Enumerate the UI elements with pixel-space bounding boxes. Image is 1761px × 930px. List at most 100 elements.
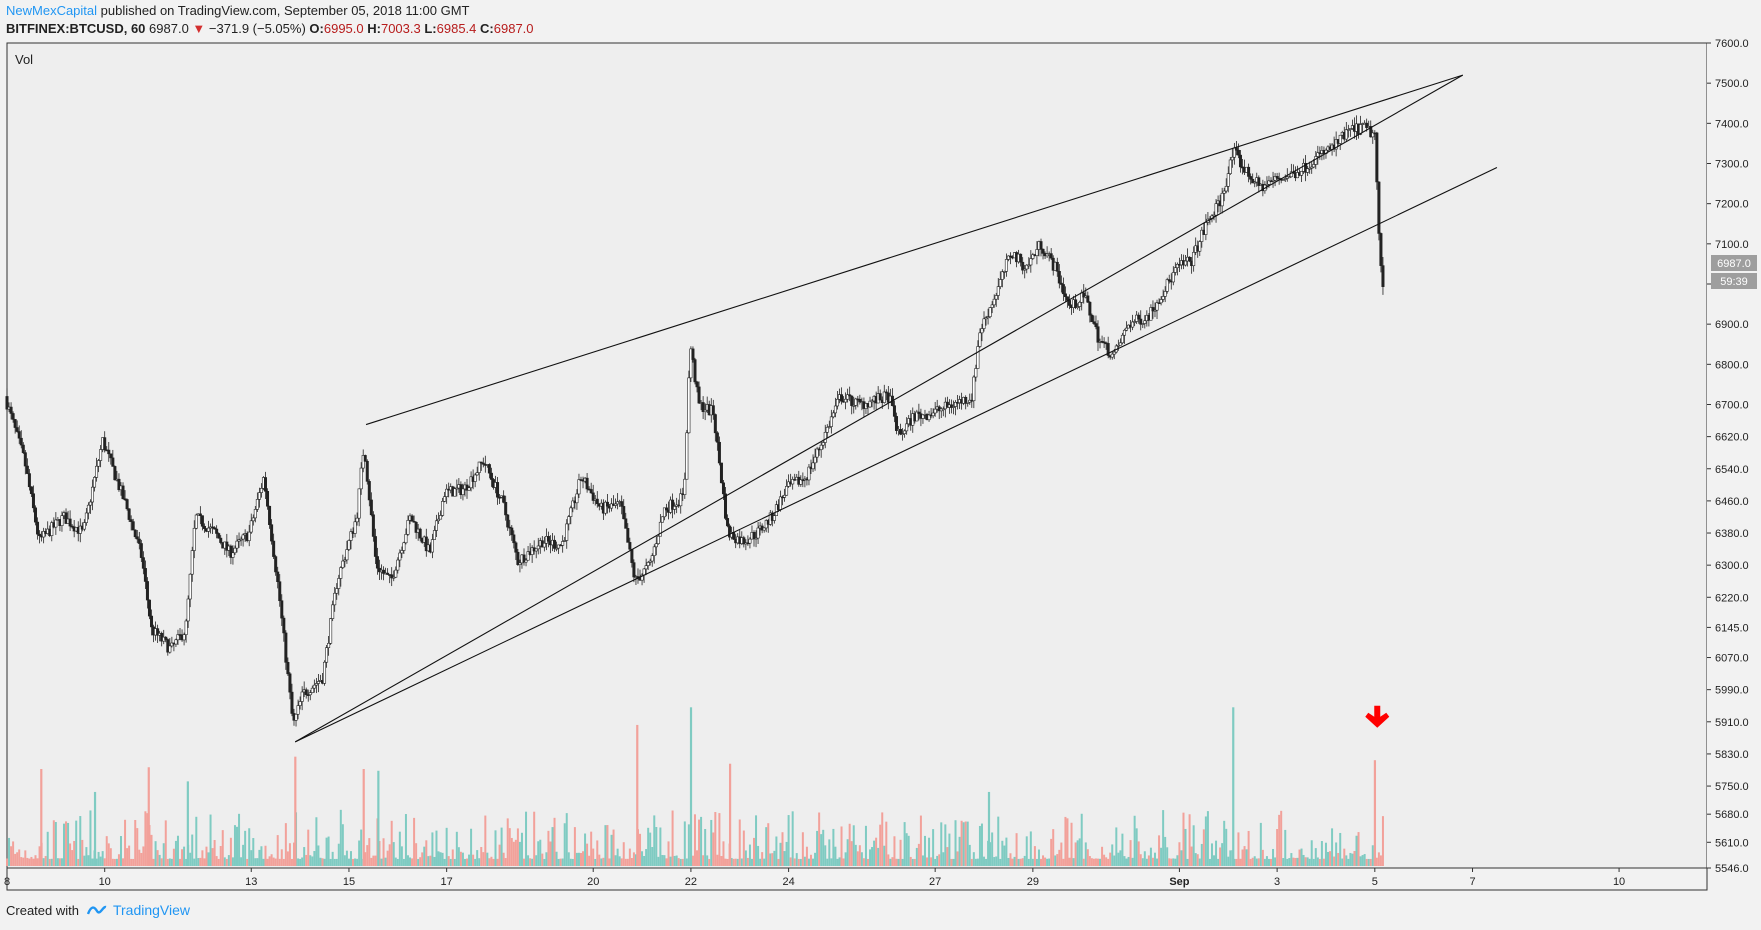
x-tick-label: 10 <box>99 876 111 888</box>
candle-body <box>927 414 931 421</box>
candle-body <box>82 522 86 530</box>
volume-bar <box>1147 855 1150 866</box>
volume-bar <box>866 858 869 866</box>
volume-bar <box>934 858 937 866</box>
candle-body <box>164 636 168 640</box>
candle-body <box>868 400 872 408</box>
volume-bar <box>97 851 100 866</box>
volume-bar <box>1046 858 1049 866</box>
candle-body <box>1346 129 1350 131</box>
candle-body <box>1035 249 1039 256</box>
volume-bar <box>1153 852 1156 866</box>
candle-body <box>1078 302 1082 307</box>
candle-body <box>1249 176 1253 180</box>
volume-bar <box>1225 828 1228 866</box>
volume-bar <box>1062 858 1065 866</box>
candle-body <box>406 520 410 535</box>
volume-bar <box>875 837 878 866</box>
volume-bar <box>588 855 591 866</box>
candle-body <box>231 552 235 558</box>
candle-body <box>1096 326 1100 343</box>
volume-bar <box>950 858 953 866</box>
volume-pane-label: Vol <box>15 52 33 67</box>
candle-body <box>754 537 758 540</box>
candle-body <box>557 544 561 549</box>
volume-bar <box>1288 858 1291 866</box>
volume-bar <box>1109 852 1112 866</box>
candle-body <box>437 518 441 522</box>
price-chart[interactable]: Vol 7600.0 7500.0 7400.0 7300.0 7200.0 7100.0… <box>0 0 1761 900</box>
volume-bar <box>406 855 409 866</box>
candle-body <box>954 402 958 407</box>
volume-bar <box>219 846 222 866</box>
publisher-name[interactable]: NewMexCapital <box>6 3 98 18</box>
volume-bar <box>1033 846 1036 866</box>
volume-bar <box>119 836 122 866</box>
candle-body <box>1165 279 1169 292</box>
candle-body <box>251 517 255 522</box>
volume-bar <box>1123 856 1126 866</box>
candle-body <box>310 687 314 693</box>
candle-body <box>141 557 145 569</box>
volume-bar <box>960 820 963 866</box>
candle-body <box>1271 179 1275 182</box>
x-axis-area[interactable] <box>6 867 1708 891</box>
candle-body <box>1314 156 1318 165</box>
volume-bar <box>1359 856 1362 866</box>
candle-body <box>489 472 493 480</box>
y-axis-area[interactable] <box>1707 43 1761 868</box>
candle-body <box>284 632 288 663</box>
countdown-text: 59:39 <box>1720 276 1748 288</box>
candle-body <box>233 547 237 554</box>
volume-bar <box>681 858 684 866</box>
volume-bar <box>974 858 977 866</box>
volume-bar <box>435 830 438 866</box>
volume-bar <box>404 814 407 866</box>
volume-bar <box>616 848 619 866</box>
volume-bar <box>229 837 232 866</box>
candle-body <box>679 493 683 507</box>
volume-bar <box>1090 858 1093 866</box>
candle-body <box>36 521 40 535</box>
candle-body <box>774 504 778 516</box>
candle-body <box>1094 323 1098 328</box>
candle-body <box>992 298 996 306</box>
down-arrow-icon <box>1365 705 1390 728</box>
candle-body <box>1287 176 1291 179</box>
volume-bar <box>413 817 416 866</box>
candle-body <box>441 501 445 516</box>
volume-bar <box>783 851 786 866</box>
x-tick-label: 5 <box>1372 876 1378 888</box>
volume-bar <box>529 858 532 866</box>
volume-bar <box>354 858 357 866</box>
x-tick-label: Sep <box>1169 876 1189 888</box>
candle-body <box>1334 139 1338 150</box>
volume-bar <box>390 820 393 866</box>
candle-body <box>54 519 58 528</box>
volume-bar <box>193 858 196 866</box>
volume-bar <box>500 827 503 866</box>
volume-bar <box>301 857 304 866</box>
volume-bar <box>706 855 709 866</box>
volume-bar <box>801 832 804 866</box>
candle-body <box>1120 334 1124 344</box>
candle-body <box>99 449 103 461</box>
volume-bar <box>130 858 133 866</box>
volume-bar <box>606 825 609 866</box>
volume-bar <box>1021 858 1024 866</box>
y-tick-label: 7400.0 <box>1715 118 1749 130</box>
volume-bar <box>520 832 523 866</box>
candle-body <box>38 533 42 537</box>
volume-bar <box>1237 832 1240 866</box>
candle-body <box>1381 265 1385 287</box>
candle-body <box>715 432 719 443</box>
plot-area[interactable] <box>6 42 1708 869</box>
candle-body <box>1131 321 1135 328</box>
candle-body <box>1000 271 1004 280</box>
tradingview-logo-icon <box>86 905 107 915</box>
candle-body <box>732 532 736 540</box>
candle-body <box>785 486 789 496</box>
tradingview-link[interactable]: TradingView <box>86 902 190 918</box>
volume-bar <box>1381 816 1384 866</box>
volume-bar <box>549 841 552 866</box>
